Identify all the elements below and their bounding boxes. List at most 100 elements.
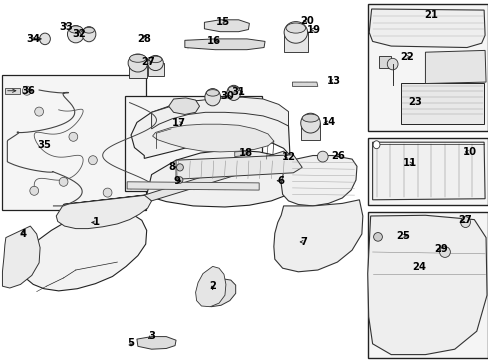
Ellipse shape xyxy=(204,89,220,106)
Ellipse shape xyxy=(302,114,318,122)
Polygon shape xyxy=(234,151,244,157)
Ellipse shape xyxy=(372,141,379,149)
Ellipse shape xyxy=(149,56,162,63)
Polygon shape xyxy=(5,88,20,94)
Text: 33: 33 xyxy=(59,22,73,32)
Ellipse shape xyxy=(22,86,31,95)
Ellipse shape xyxy=(82,27,96,42)
Polygon shape xyxy=(137,337,176,349)
Text: 28: 28 xyxy=(137,34,151,44)
Polygon shape xyxy=(201,279,235,307)
Bar xyxy=(2,75,145,210)
Ellipse shape xyxy=(88,156,97,165)
Text: 2: 2 xyxy=(209,281,216,291)
Text: 7: 7 xyxy=(300,237,307,247)
Text: 26: 26 xyxy=(331,150,345,161)
Ellipse shape xyxy=(373,233,382,241)
Ellipse shape xyxy=(317,151,327,162)
Polygon shape xyxy=(151,97,288,129)
Text: 22: 22 xyxy=(399,52,413,62)
Bar xyxy=(400,83,483,124)
Ellipse shape xyxy=(59,177,68,186)
Ellipse shape xyxy=(69,132,78,141)
Ellipse shape xyxy=(439,247,449,257)
Text: 24: 24 xyxy=(412,262,426,272)
Polygon shape xyxy=(22,203,146,291)
Polygon shape xyxy=(425,50,485,84)
Text: 17: 17 xyxy=(171,118,185,128)
Ellipse shape xyxy=(206,90,219,96)
Bar xyxy=(367,4,487,131)
Bar xyxy=(129,63,146,78)
Text: 4: 4 xyxy=(20,229,27,239)
Ellipse shape xyxy=(83,27,94,33)
Ellipse shape xyxy=(69,26,82,33)
Text: 16: 16 xyxy=(207,36,221,46)
Text: 18: 18 xyxy=(238,148,252,158)
Bar xyxy=(300,123,320,140)
Polygon shape xyxy=(368,9,484,48)
Polygon shape xyxy=(63,150,303,207)
Polygon shape xyxy=(204,20,249,32)
Polygon shape xyxy=(273,200,362,272)
Text: 19: 19 xyxy=(306,24,320,35)
Bar xyxy=(147,63,163,76)
Polygon shape xyxy=(168,98,199,114)
Text: 12: 12 xyxy=(281,152,295,162)
Bar xyxy=(284,32,307,52)
Ellipse shape xyxy=(228,86,239,92)
Polygon shape xyxy=(281,156,356,206)
Text: 6: 6 xyxy=(277,176,284,186)
Ellipse shape xyxy=(35,107,43,116)
Polygon shape xyxy=(2,226,40,288)
Text: 11: 11 xyxy=(402,158,416,168)
Polygon shape xyxy=(176,155,302,179)
Text: 9: 9 xyxy=(173,176,180,186)
Ellipse shape xyxy=(103,188,112,197)
Ellipse shape xyxy=(386,58,397,70)
Text: 32: 32 xyxy=(72,29,86,39)
Text: 13: 13 xyxy=(326,76,340,86)
Ellipse shape xyxy=(40,33,50,45)
Text: 1: 1 xyxy=(93,217,100,228)
Bar xyxy=(367,212,487,358)
Bar xyxy=(124,96,261,191)
Ellipse shape xyxy=(284,22,307,43)
Polygon shape xyxy=(367,215,486,355)
Text: 31: 31 xyxy=(231,87,245,97)
Ellipse shape xyxy=(176,164,183,171)
Ellipse shape xyxy=(129,54,146,62)
Text: 14: 14 xyxy=(321,117,335,127)
Ellipse shape xyxy=(300,113,320,133)
Bar xyxy=(367,138,487,205)
Text: 29: 29 xyxy=(433,244,447,254)
Text: 27: 27 xyxy=(141,57,154,67)
Ellipse shape xyxy=(177,177,183,183)
Text: 27: 27 xyxy=(458,215,471,225)
Text: 3: 3 xyxy=(148,331,155,341)
Text: 8: 8 xyxy=(168,162,175,172)
Text: 15: 15 xyxy=(215,17,229,27)
Polygon shape xyxy=(292,82,317,86)
Text: 23: 23 xyxy=(407,96,421,107)
Polygon shape xyxy=(184,39,264,50)
Polygon shape xyxy=(127,182,259,190)
Polygon shape xyxy=(372,142,484,200)
Text: 30: 30 xyxy=(220,91,234,102)
Ellipse shape xyxy=(67,26,84,43)
Bar xyxy=(371,232,393,250)
Text: 34: 34 xyxy=(26,34,40,44)
Text: 36: 36 xyxy=(21,86,35,96)
Polygon shape xyxy=(56,195,151,229)
Ellipse shape xyxy=(460,217,469,228)
Ellipse shape xyxy=(147,55,163,71)
Polygon shape xyxy=(144,151,290,201)
Text: 35: 35 xyxy=(37,140,51,150)
Polygon shape xyxy=(152,124,273,152)
Text: 10: 10 xyxy=(462,147,475,157)
Ellipse shape xyxy=(30,186,39,195)
Ellipse shape xyxy=(285,23,305,33)
Ellipse shape xyxy=(226,85,240,100)
Text: 25: 25 xyxy=(396,231,409,241)
Text: 5: 5 xyxy=(127,338,134,348)
